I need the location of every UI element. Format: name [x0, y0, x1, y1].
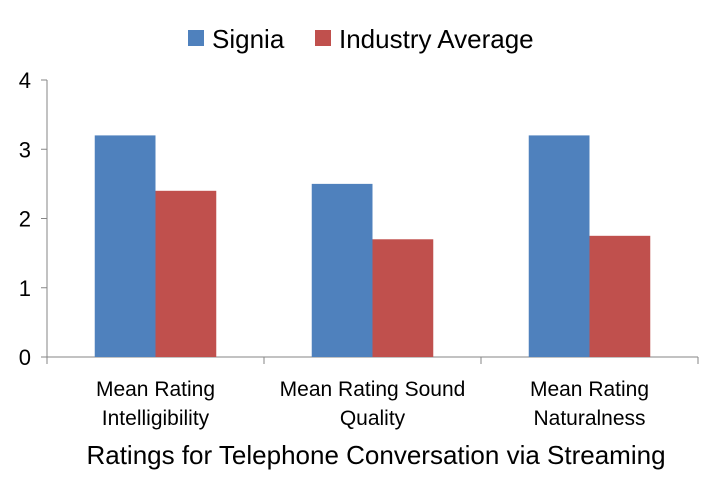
y-tick-label: 4: [19, 68, 31, 93]
x-tick-label: Mean Rating Sound: [280, 378, 466, 401]
x-tick-label: Quality: [340, 407, 406, 430]
x-tick-label: Mean Rating: [530, 378, 649, 401]
x-tick-labels: Mean Rating Intelligibility Mean Rating So…: [96, 378, 649, 430]
x-tick-label: Naturalness: [533, 407, 645, 430]
bar-industry-average-2: [589, 235, 651, 357]
y-tick-label: 2: [19, 207, 31, 232]
x-axis-title: Ratings for Telephone Conversation via S…: [86, 440, 665, 470]
bars: [94, 135, 651, 357]
bar-signia-1: [311, 183, 373, 357]
legend-swatch-industry-average: [315, 30, 331, 46]
bar-industry-average-1: [372, 239, 434, 357]
y-tick-label: 3: [19, 137, 31, 162]
bar-signia-2: [528, 135, 590, 357]
y-tick-label: 0: [19, 345, 31, 370]
y-tick-label: 1: [19, 276, 31, 301]
x-tick-label: Intelligibility: [102, 407, 210, 430]
bar-signia-0: [94, 135, 156, 357]
bar-industry-average-0: [155, 190, 217, 357]
legend-label-signia: Signia: [212, 24, 285, 54]
legend: Signia Industry Average: [188, 24, 534, 54]
legend-swatch-signia: [188, 30, 204, 46]
legend-label-industry-average: Industry Average: [339, 24, 534, 54]
x-tick-label: Mean Rating: [96, 378, 215, 401]
